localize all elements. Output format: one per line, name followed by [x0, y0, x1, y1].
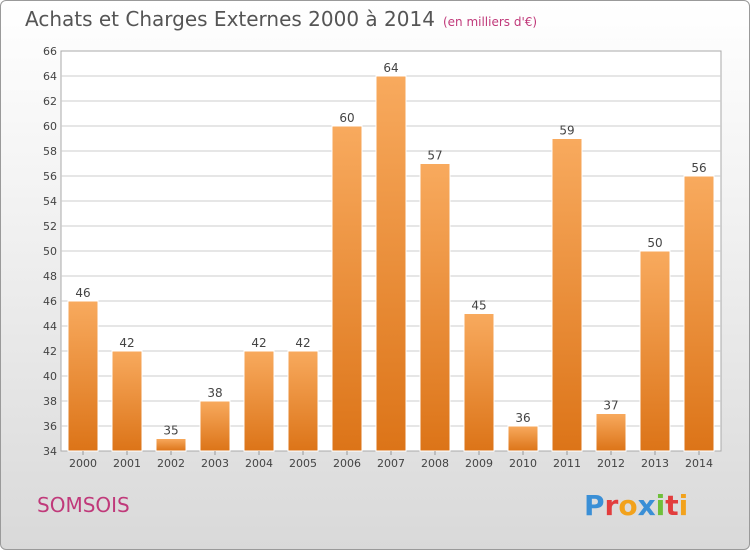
y-tick-label: 36 [43, 420, 57, 433]
y-tick-label: 34 [43, 445, 57, 458]
chart-subtitle: (en milliers d'€) [442, 15, 538, 29]
data-label: 50 [647, 236, 662, 250]
x-tick-label: 2014 [685, 457, 713, 470]
bar-2006 [331, 125, 363, 452]
data-label: 60 [339, 111, 354, 125]
y-tick-label: 66 [43, 45, 57, 58]
x-tick-label: 2009 [465, 457, 493, 470]
x-tick-label: 2012 [597, 457, 625, 470]
bar-2008 [419, 163, 451, 452]
data-label: 45 [471, 299, 486, 313]
data-label: 57 [427, 149, 442, 163]
chart-title: Achats et Charges Externes 2000 à 2014 (e… [25, 7, 537, 31]
bar-2014 [683, 175, 715, 452]
bar-2005 [287, 350, 319, 452]
logo-letter: i [655, 489, 666, 522]
y-tick-label: 56 [43, 170, 57, 183]
logo-letter: x [637, 489, 656, 522]
x-tick-label: 2008 [421, 457, 449, 470]
x-tick-label: 2011 [553, 457, 581, 470]
y-tick-label: 52 [43, 220, 57, 233]
x-tick-label: 2005 [289, 457, 317, 470]
y-tick-label: 58 [43, 145, 57, 158]
data-label: 42 [295, 336, 310, 350]
data-label: 56 [691, 161, 706, 175]
y-tick-label: 44 [43, 320, 57, 333]
data-label: 42 [119, 336, 134, 350]
logo-letter: r [604, 489, 619, 522]
data-label: 42 [251, 336, 266, 350]
bar-2002 [155, 438, 187, 452]
bar-2013 [639, 250, 671, 452]
bar-2009 [463, 313, 495, 452]
x-tick-label: 2004 [245, 457, 273, 470]
x-tick-label: 2013 [641, 457, 669, 470]
y-tick-label: 64 [43, 70, 57, 83]
bar-2011 [551, 138, 583, 452]
location-name: SOMSOIS [37, 493, 130, 517]
x-tick-label: 2007 [377, 457, 405, 470]
bar-2010 [507, 425, 539, 452]
logo-letter: t [665, 489, 679, 522]
y-tick-label: 38 [43, 395, 57, 408]
proxiti-logo: Proxiti [584, 489, 688, 522]
x-tick-label: 2000 [69, 457, 97, 470]
logo-letter: o [618, 489, 638, 522]
bar-2004 [243, 350, 275, 452]
bar-2007 [375, 75, 407, 452]
logo-letter: i [678, 489, 689, 522]
y-tick-label: 54 [43, 195, 57, 208]
x-tick-label: 2010 [509, 457, 537, 470]
data-label: 64 [383, 61, 398, 75]
bar-2000 [67, 300, 99, 452]
data-label: 35 [163, 424, 178, 438]
x-tick-label: 2006 [333, 457, 361, 470]
y-tick-label: 50 [43, 245, 57, 258]
data-label: 36 [515, 411, 530, 425]
data-label: 38 [207, 386, 222, 400]
y-tick-label: 48 [43, 270, 57, 283]
bar-2012 [595, 413, 627, 452]
y-tick-label: 42 [43, 345, 57, 358]
data-label: 46 [75, 286, 90, 300]
logo-letter: P [584, 489, 605, 522]
data-label: 59 [559, 124, 574, 138]
x-tick-label: 2001 [113, 457, 141, 470]
y-tick-label: 40 [43, 370, 57, 383]
x-tick-label: 2003 [201, 457, 229, 470]
x-tick-label: 2002 [157, 457, 185, 470]
chart-title-text: Achats et Charges Externes 2000 à 2014 [25, 7, 435, 31]
data-label: 37 [603, 399, 618, 413]
bar-2003 [199, 400, 231, 452]
y-tick-label: 62 [43, 95, 57, 108]
y-tick-label: 60 [43, 120, 57, 133]
bar-2001 [111, 350, 143, 452]
y-tick-label: 46 [43, 295, 57, 308]
